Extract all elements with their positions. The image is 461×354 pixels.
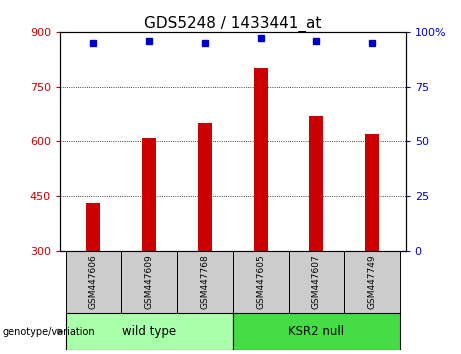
Text: wild type: wild type	[122, 325, 176, 338]
Bar	[254, 68, 268, 251]
Bar	[198, 123, 212, 251]
Text: GSM447607: GSM447607	[312, 255, 321, 309]
Bar	[309, 116, 324, 251]
Text: GSM447605: GSM447605	[256, 255, 265, 309]
Bar	[142, 138, 156, 251]
Text: KSR2 null: KSR2 null	[289, 325, 344, 338]
Bar	[233, 251, 289, 313]
Text: GSM447606: GSM447606	[89, 255, 98, 309]
Text: GSM447749: GSM447749	[368, 255, 377, 309]
Bar	[289, 251, 344, 313]
Text: GSM447768: GSM447768	[201, 255, 209, 309]
Bar	[86, 204, 100, 251]
Bar	[344, 251, 400, 313]
Title: GDS5248 / 1433441_at: GDS5248 / 1433441_at	[144, 16, 321, 32]
Bar	[65, 313, 233, 350]
Bar	[121, 251, 177, 313]
Bar	[365, 134, 379, 251]
Text: GSM447609: GSM447609	[145, 255, 154, 309]
Text: genotype/variation: genotype/variation	[2, 326, 95, 337]
Bar	[177, 251, 233, 313]
Bar	[65, 251, 121, 313]
Bar	[233, 313, 400, 350]
